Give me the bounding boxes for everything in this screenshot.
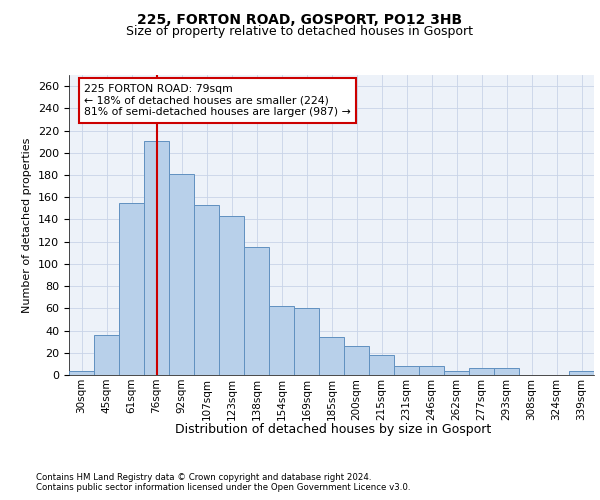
Text: Distribution of detached houses by size in Gosport: Distribution of detached houses by size … [175, 422, 491, 436]
Bar [419, 366, 444, 375]
Bar [369, 355, 394, 375]
Y-axis label: Number of detached properties: Number of detached properties [22, 138, 32, 312]
Bar [169, 174, 194, 375]
Text: 225 FORTON ROAD: 79sqm
← 18% of detached houses are smaller (224)
81% of semi-de: 225 FORTON ROAD: 79sqm ← 18% of detached… [84, 84, 351, 117]
Bar [144, 140, 169, 375]
Bar [219, 216, 244, 375]
Text: 225, FORTON ROAD, GOSPORT, PO12 3HB: 225, FORTON ROAD, GOSPORT, PO12 3HB [137, 12, 463, 26]
Bar [194, 205, 219, 375]
Bar [494, 368, 519, 375]
Bar [244, 247, 269, 375]
Bar [444, 370, 469, 375]
Bar [569, 370, 594, 375]
Text: Contains public sector information licensed under the Open Government Licence v3: Contains public sector information licen… [36, 482, 410, 492]
Bar [269, 306, 294, 375]
Text: Contains HM Land Registry data © Crown copyright and database right 2024.: Contains HM Land Registry data © Crown c… [36, 472, 371, 482]
Bar [69, 370, 94, 375]
Bar [394, 366, 419, 375]
Bar [344, 346, 369, 375]
Bar [294, 308, 319, 375]
Bar [119, 203, 144, 375]
Bar [319, 337, 344, 375]
Bar [94, 335, 119, 375]
Bar [469, 368, 494, 375]
Text: Size of property relative to detached houses in Gosport: Size of property relative to detached ho… [127, 25, 473, 38]
